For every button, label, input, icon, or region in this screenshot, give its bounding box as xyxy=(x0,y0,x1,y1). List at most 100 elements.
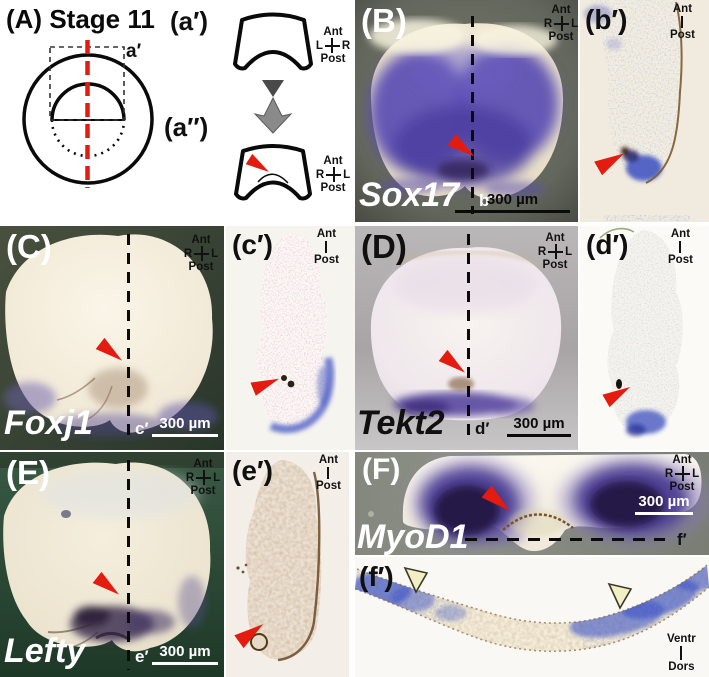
section-plane-line-d xyxy=(467,234,470,442)
compass-top-label: Ant xyxy=(316,228,337,240)
panel-e1-label: (e′) xyxy=(232,455,273,486)
section-marker-e: e′ xyxy=(135,647,149,666)
compass-top-label: Ant xyxy=(193,458,213,470)
compass-top-label: Ant xyxy=(670,228,691,240)
section-marker-d: d′ xyxy=(475,419,490,438)
panel-b-label: (B) xyxy=(361,2,407,39)
compass-bottom-label: Post xyxy=(542,259,568,272)
compass-cross-icon xyxy=(196,470,211,485)
compass-cross-icon xyxy=(326,167,341,182)
compass-left-label: L xyxy=(315,39,323,52)
scale-bar-c: 300 µm xyxy=(152,416,218,437)
lefty-stain-dark xyxy=(70,576,206,642)
compass-right-label: L xyxy=(692,467,700,480)
gene-label-myod1: MyoD1 xyxy=(357,518,469,555)
panel-e-lefty: (E) Lefty e′ 300 µm Ant R L Post xyxy=(0,452,224,677)
transition-arrow-top xyxy=(262,80,284,97)
compass-cross-icon xyxy=(675,466,690,481)
compass-right-label: R xyxy=(341,39,351,52)
panel-c1-label: (c′) xyxy=(232,229,273,260)
compass-line xyxy=(679,241,682,254)
compass-bottom-label: Dors xyxy=(668,661,695,674)
panel-f-myod1: (F) MyoD1 f′ 300 µm Ant R L Post xyxy=(355,452,709,555)
orientation-compass-c1: Ant Post xyxy=(314,228,339,267)
panel-a-schematic: (A) Stage 11 a′ (a′) (a″) Ant L R Post A… xyxy=(0,0,353,223)
scale-bar-text: 300 µm xyxy=(513,415,565,432)
sox17-embryo-photo xyxy=(355,0,578,222)
tekt2-section-photo xyxy=(599,227,683,436)
compass-cross-icon xyxy=(548,244,563,259)
compass-bottom-label: Post xyxy=(316,480,341,493)
compass-bottom-label: Post xyxy=(669,481,695,494)
panel-b1-label: (b′) xyxy=(585,4,628,35)
panel-a2-label: (a″) xyxy=(164,112,209,142)
compass-bottom-label: Post xyxy=(320,53,346,66)
scale-bar-b: 300 µm xyxy=(455,192,570,213)
compass-right-label: L xyxy=(211,247,219,260)
orientation-compass-b: Ant R L Post xyxy=(533,4,578,44)
compass-bottom-label: Post xyxy=(670,29,695,42)
yellow-arrowhead-icon xyxy=(607,582,633,610)
panel-a-title: (A) Stage 11 xyxy=(6,4,155,34)
scale-bar-line xyxy=(152,434,218,437)
compass-bottom-label: Post xyxy=(668,254,693,267)
compass-left-label: R xyxy=(183,247,193,260)
sox17-section-photo xyxy=(584,0,690,221)
compass-left-label: R xyxy=(543,17,553,30)
compass-top-label: Ant xyxy=(323,26,343,38)
compass-top-label: Ant xyxy=(191,234,211,246)
compass-line xyxy=(681,16,684,29)
compass-bottom-label: Post xyxy=(190,485,216,498)
tissue-edge-brown xyxy=(645,1,683,184)
floor-plate-hump xyxy=(257,173,289,184)
panel-d-tekt2: (D) Tekt2 d′ 300 µm Ant R L Post xyxy=(355,226,578,450)
section-marker-c: c′ xyxy=(135,419,149,438)
panel-e1-section: (e′) Ant Post xyxy=(226,452,349,677)
scale-bar-text: 300 µm xyxy=(638,493,690,510)
compass-top-label: Ant xyxy=(323,155,343,167)
section-plane-line-f xyxy=(465,538,665,541)
transition-arrow-down xyxy=(253,96,293,134)
yellow-arrowhead-icon xyxy=(403,566,429,594)
compass-top-label: Ant xyxy=(672,3,693,15)
orientation-compass-a1: Ant L R Post xyxy=(305,26,353,66)
scale-bar-f: 300 µm xyxy=(635,494,693,515)
compass-cross-icon xyxy=(554,16,569,31)
scale-bar-text: 300 µm xyxy=(159,643,211,660)
compass-bottom-label: Post xyxy=(314,254,339,267)
compass-right-label: L xyxy=(571,17,578,30)
compass-left-label: R xyxy=(664,467,674,480)
compass-left-label: R xyxy=(537,245,547,258)
panel-f1-section: (f′) Ventr Dors xyxy=(355,557,709,677)
section-plane-line-e xyxy=(127,460,130,670)
panel-d1-label: (d′) xyxy=(586,229,629,260)
orientation-compass-f: Ant R L Post xyxy=(654,454,709,494)
section-marker-f: f′ xyxy=(677,530,687,549)
lefty-section-photo xyxy=(236,460,322,662)
orientation-compass-d1: Ant Post xyxy=(668,228,693,267)
panel-f1-label: (f′) xyxy=(359,561,394,592)
section-marker-b: b′ xyxy=(479,191,494,210)
compass-line xyxy=(327,467,330,480)
sox17-stain-purple xyxy=(369,46,559,186)
compass-bottom-label: Post xyxy=(188,261,214,274)
section-plane-line-b xyxy=(471,16,474,214)
section-marker-a: a′ xyxy=(126,41,142,62)
orientation-compass-e: Ant R L Post xyxy=(175,458,224,498)
compass-top-label: Ant xyxy=(545,232,565,244)
scale-bar-text: 300 µm xyxy=(486,191,539,208)
gene-label-lefty: Lefty xyxy=(4,632,86,670)
compass-top-label: Ventr xyxy=(667,633,696,645)
compass-bottom-label: Post xyxy=(320,182,346,195)
foxj1-stain xyxy=(4,368,218,437)
compass-cross-icon xyxy=(194,246,209,261)
scale-bar-line xyxy=(635,512,693,515)
section-plane-line-c xyxy=(127,234,130,442)
dorsal-lip-band-a2 xyxy=(234,144,312,201)
panel-b-sox17: (B) Sox17 b′ 300 µm Ant R L Post xyxy=(355,0,578,222)
compass-right-label: L xyxy=(213,471,221,484)
compass-bottom-label: Post xyxy=(548,31,574,44)
compass-left-label: R xyxy=(315,168,325,181)
compass-cross-icon xyxy=(325,38,340,53)
